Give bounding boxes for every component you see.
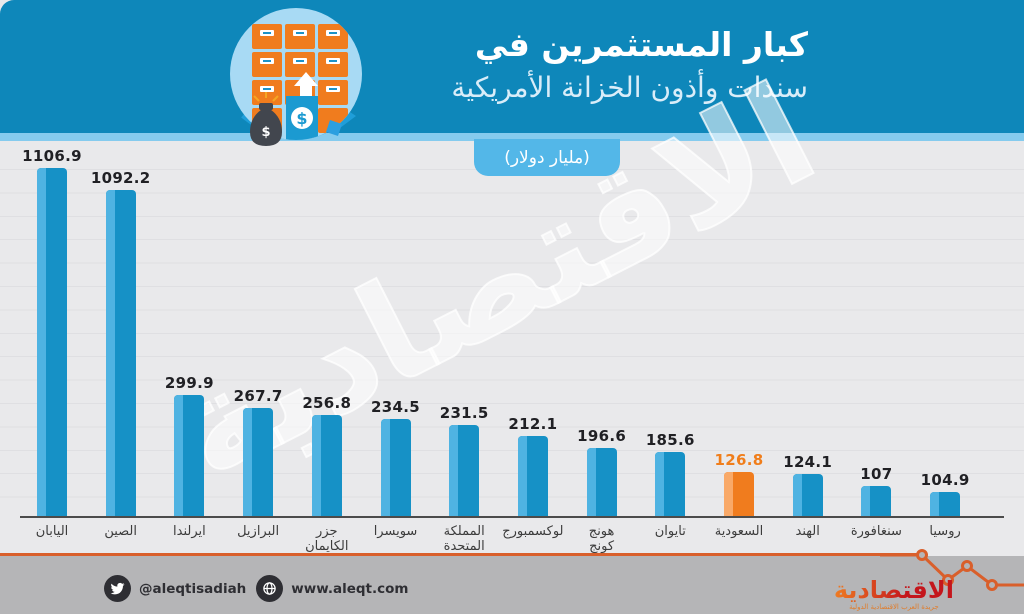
- category-label: جزر الكايمان: [305, 524, 349, 554]
- diamond-icon: [326, 120, 342, 136]
- website-link[interactable]: www.aleqt.com: [256, 575, 408, 602]
- unit-badge: (مليار دولار): [474, 139, 620, 176]
- bar-value-label: 256.8: [302, 394, 352, 412]
- title-line2: سندات وأذون الخزانة الأمريكية: [451, 71, 808, 104]
- bar-column: 124.1: [774, 453, 842, 516]
- twitter-handle: @aleqtisadiah: [139, 580, 247, 597]
- gridlines: [0, 169, 1024, 517]
- money-bag-icon: $: [250, 92, 282, 146]
- bar: [655, 452, 686, 516]
- bar-value-label: 104.9: [920, 471, 970, 489]
- category-label: المملكة المتحدة: [443, 524, 485, 554]
- bar-highlight-edge: [724, 472, 733, 516]
- bar-value-label: 185.6: [645, 431, 695, 449]
- bar-column: 196.6: [568, 427, 636, 516]
- twitter-icon: [104, 575, 131, 602]
- bar: [517, 436, 548, 516]
- bar-highlight-edge: [861, 486, 871, 516]
- bar-value-label: 231.5: [439, 404, 489, 422]
- twitter-link[interactable]: @aleqtisadiah: [104, 575, 246, 602]
- bar-value-label: 107: [860, 465, 893, 483]
- bar-column: 234.5: [362, 398, 430, 516]
- treasury-vault-icon: $ $: [230, 8, 362, 146]
- bar-highlight-edge: [105, 190, 115, 516]
- bar-column: 299.9: [155, 374, 223, 516]
- bar-column: 256.8: [293, 394, 361, 516]
- bar-value-label: 212.1: [508, 415, 558, 433]
- bar-highlight-edge: [586, 448, 596, 516]
- category-label: الصين: [104, 524, 138, 539]
- footer-social: @aleqtisadiah www.aleqt.com: [104, 575, 408, 602]
- bar-highlight-edge: [311, 415, 321, 516]
- bar-value-label: 299.9: [164, 374, 214, 392]
- svg-text:$: $: [261, 125, 270, 140]
- bar-column: 126.8: [705, 451, 773, 516]
- bar-value-label: 124.1: [783, 453, 833, 471]
- header-banner: [0, 0, 1024, 133]
- bar-highlight-edge: [655, 452, 665, 516]
- stock-line-decoration: [880, 549, 1024, 591]
- bar-column: 1092.2: [87, 169, 155, 516]
- bar: [724, 472, 754, 516]
- bar: [105, 190, 136, 516]
- bar-column: 1106.9: [18, 147, 86, 516]
- bar-column: 267.7: [224, 387, 292, 516]
- category-label: تايوان: [654, 524, 686, 539]
- logo-wordmark: الاقتصادية: [833, 576, 954, 604]
- bar-column: 212.1: [499, 415, 567, 516]
- category-label: السعودية: [714, 524, 764, 539]
- bar: [930, 492, 961, 516]
- bar-value-label: 196.6: [577, 427, 627, 445]
- bar-highlight-edge: [380, 419, 390, 516]
- bar-value-label: 267.7: [233, 387, 283, 405]
- bar-value-label: 234.5: [371, 398, 420, 416]
- bar: [243, 408, 274, 516]
- category-label: سنغافورة: [850, 524, 902, 539]
- bar-highlight-edge: [37, 168, 46, 516]
- bar-value-label: 126.8: [714, 451, 764, 469]
- bar-column: 231.5: [430, 404, 498, 516]
- bar: [174, 395, 205, 516]
- publisher-logo: الاقتصادية جريدة العرب الاقتصادية الدولي…: [834, 578, 954, 611]
- bar-chart: الاقتصادية 1106.9 1092.2 299.9 267.7 256.8 23…: [0, 53, 1024, 556]
- category-label: اليابان: [35, 524, 69, 539]
- svg-text:$: $: [296, 109, 307, 128]
- bar-highlight-edge: [930, 492, 940, 516]
- category-label: ايرلندا: [173, 524, 206, 539]
- category-label: البرازيل: [237, 524, 280, 539]
- bar-highlight-edge: [517, 436, 527, 516]
- footer-accent-line: [0, 553, 922, 556]
- bar: [449, 425, 480, 516]
- category-label: هونج كونج: [588, 524, 615, 554]
- bar: [586, 448, 617, 516]
- bar: [861, 486, 892, 516]
- logo-tagline: جريدة العرب الاقتصادية الدولية: [849, 603, 939, 611]
- category-label: سويسرا: [373, 524, 418, 539]
- bar-column: 104.9: [911, 471, 979, 516]
- bar-column: 107: [842, 465, 910, 516]
- bar-highlight-edge: [449, 425, 459, 516]
- up-arrow-icon: [294, 72, 318, 100]
- bar: [792, 474, 823, 516]
- bar: [37, 168, 67, 516]
- bar-value-label: 1106.9: [22, 147, 82, 165]
- bar: [311, 415, 342, 516]
- bar-column: 185.6: [636, 431, 704, 516]
- bar-highlight-edge: [243, 408, 253, 516]
- website-url: www.aleqt.com: [291, 580, 409, 597]
- chart-title: كبار المستثمرين في سندات وأذون الخزانة ا…: [451, 22, 808, 108]
- globe-icon: [256, 575, 284, 602]
- x-axis-line: [20, 516, 1004, 518]
- category-label: الهند: [795, 524, 820, 539]
- title-line1: كبار المستثمرين في: [474, 25, 808, 64]
- category-label: روسيا: [929, 524, 961, 539]
- category-label: لوكسمبورج: [502, 524, 564, 539]
- header-strip: [0, 133, 1024, 141]
- bar-value-label: 1092.2: [90, 169, 151, 187]
- bar-highlight-edge: [174, 395, 184, 516]
- footer-bar: [0, 556, 1024, 614]
- bar: [380, 419, 411, 516]
- bar-highlight-edge: [792, 474, 802, 516]
